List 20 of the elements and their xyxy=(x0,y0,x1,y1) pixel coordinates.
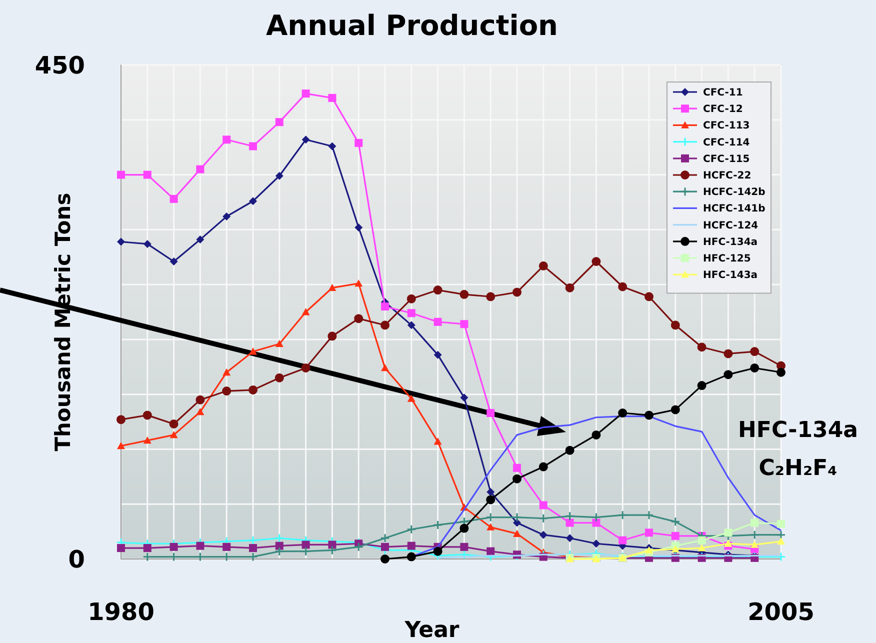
x-tick-label: 1980 xyxy=(88,598,154,626)
annotation: C₂H₂F₄ xyxy=(758,456,838,481)
legend-label: CFC-12 xyxy=(703,104,743,116)
x-axis-title: Year xyxy=(404,618,460,643)
legend-label: HCFC-141b xyxy=(703,204,766,215)
legend-label: CFC-113 xyxy=(703,120,750,132)
y-tick-label: 0 xyxy=(68,545,85,574)
legend-label: CFC-115 xyxy=(703,154,750,165)
legend-label: CFC-11 xyxy=(703,88,743,98)
legend-label: HFC-134a xyxy=(703,236,758,248)
annotation: HFC-134a xyxy=(738,418,858,443)
legend-label: CFC-114 xyxy=(703,137,750,148)
y-tick-label: 450 xyxy=(34,51,85,80)
legend-label: HCFC-124 xyxy=(703,220,758,232)
legend-label: HCFC-22 xyxy=(703,170,752,182)
legend-label: HFC-143a xyxy=(703,270,758,282)
legend-label: HCFC-142b xyxy=(703,187,766,198)
x-tick-label: 2005 xyxy=(748,598,814,626)
legend-label: HFC-125 xyxy=(703,254,751,264)
chart-title: Annual Production xyxy=(266,9,558,42)
